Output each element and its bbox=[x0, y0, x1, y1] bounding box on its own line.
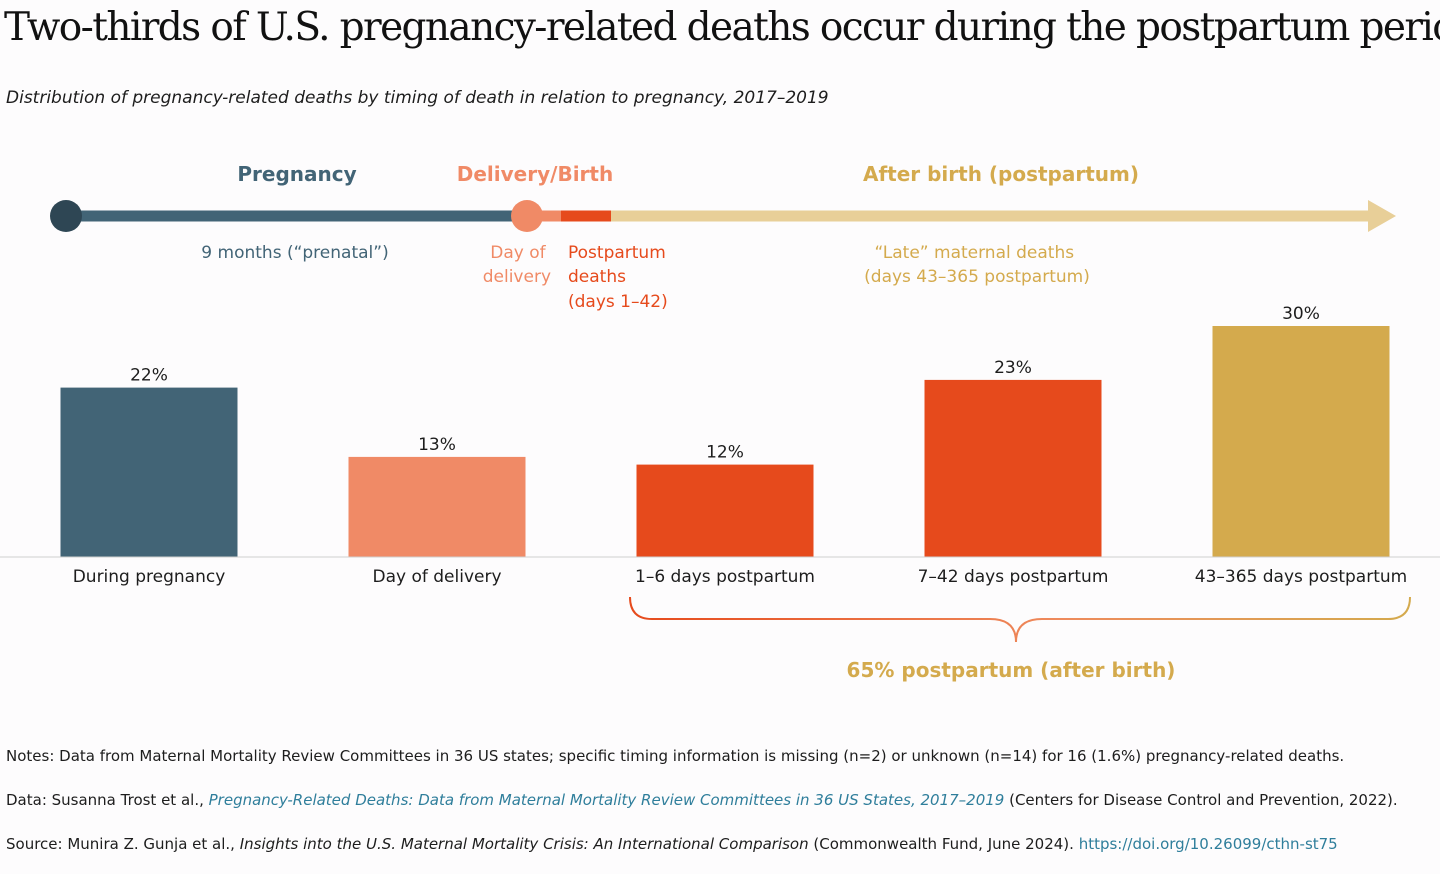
chart-subtitle: Distribution of pregnancy-related deaths… bbox=[6, 88, 829, 108]
category-label-3: 1–6 days postpartum bbox=[635, 567, 815, 587]
source-line: Source: Munira Z. Gunja et al., Insights… bbox=[6, 835, 1338, 853]
postpartum-brace bbox=[629, 596, 1411, 643]
category-label-5: 43–365 days postpartum bbox=[1195, 567, 1407, 587]
timeline-arrowhead bbox=[1368, 200, 1396, 232]
bar-value-label-4: 23% bbox=[994, 358, 1032, 378]
prenatal-label: 9 months (“prenatal”) bbox=[201, 243, 388, 263]
source-suffix: (Commonwealth Fund, June 2024). bbox=[808, 835, 1079, 853]
notes-line: Notes: Data from Maternal Mortality Revi… bbox=[6, 747, 1345, 765]
phase-label-delivery: Delivery/Birth bbox=[457, 162, 613, 186]
bar-3 bbox=[636, 464, 814, 557]
bar-value-label-1: 22% bbox=[130, 366, 168, 386]
timeline: Pregnancy Delivery/Birth After birth (po… bbox=[50, 162, 1396, 312]
bar-5 bbox=[1212, 326, 1390, 557]
source-url-link[interactable]: https://doi.org/10.26099/cthn-st75 bbox=[1078, 835, 1338, 853]
data-line: Data: Susanna Trost et al., Pregnancy-Re… bbox=[6, 791, 1398, 809]
phase-label-pregnancy: Pregnancy bbox=[237, 162, 356, 186]
timeline-delivery-dot bbox=[511, 200, 543, 232]
bar-4 bbox=[924, 379, 1102, 557]
data-prefix: Data: Susanna Trost et al., bbox=[6, 791, 209, 809]
source-title: Insights into the U.S. Maternal Mortalit… bbox=[239, 835, 809, 853]
phase-label-after-birth: After birth (postpartum) bbox=[863, 162, 1139, 186]
data-title-link[interactable]: Pregnancy-Related Deaths: Data from Mate… bbox=[208, 791, 1005, 809]
bar-group: 22% During pregnancy 13% Day of delivery 12%… bbox=[60, 304, 1407, 587]
category-label-2: Day of delivery bbox=[372, 567, 501, 587]
postpartum-annotation: 65% postpartum (after birth) bbox=[847, 658, 1176, 682]
category-label-1: During pregnancy bbox=[73, 567, 226, 587]
postpartum-deaths-label: Postpartum deaths (days 1–42) bbox=[568, 243, 671, 312]
bar-value-label-2: 13% bbox=[418, 435, 456, 455]
chart-title: Two-thirds of U.S. pregnancy-related dea… bbox=[4, 5, 1440, 50]
bar-2 bbox=[348, 456, 526, 557]
category-label-4: 7–42 days postpartum bbox=[918, 567, 1109, 587]
day-of-delivery-label: Day of delivery bbox=[483, 243, 551, 287]
late-deaths-label: “Late” maternal deaths (days 43–365 post… bbox=[864, 243, 1090, 287]
bar-1 bbox=[60, 387, 238, 557]
timeline-start-dot bbox=[50, 200, 82, 232]
bar-value-label-5: 30% bbox=[1282, 304, 1320, 324]
source-prefix: Source: Munira Z. Gunja et al., bbox=[6, 835, 240, 853]
data-suffix: (Centers for Disease Control and Prevent… bbox=[1004, 791, 1398, 809]
bar-value-label-3: 12% bbox=[706, 443, 744, 463]
